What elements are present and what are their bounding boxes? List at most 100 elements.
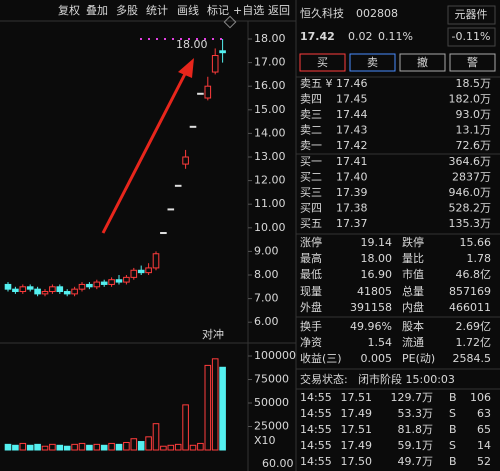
volume-tick-label: 25000: [254, 420, 289, 433]
candle-body: [26, 286, 34, 290]
trade-count: 106: [470, 391, 491, 404]
stat-label: 内盘: [402, 300, 424, 314]
trade-side: B: [449, 455, 457, 468]
volume-bar: [130, 438, 138, 451]
volume-bar: [100, 444, 108, 451]
toolbar-button[interactable]: 标记: [207, 3, 229, 17]
price-tick-label: 18.00: [254, 32, 286, 45]
trade-volume: 49.7万: [398, 455, 434, 468]
stat-label: 涨停: [300, 235, 322, 249]
price-tick-label: 14.00: [254, 126, 286, 139]
trade-button[interactable]: [349, 53, 396, 72]
trade-count: 63: [477, 407, 491, 420]
trade-button-label[interactable]: 卖: [367, 56, 378, 69]
volume-bar: [211, 358, 219, 451]
candle-body: [219, 50, 226, 54]
price-tick-label: 8.00: [254, 268, 279, 281]
volume-bar: [19, 442, 27, 451]
trade-button-label[interactable]: 买: [317, 56, 328, 69]
trade-volume: 81.8万: [398, 423, 434, 436]
stat-value: 1.78: [467, 252, 492, 265]
lower-tick-label: 60.00: [262, 457, 294, 470]
trade-button[interactable]: [399, 53, 446, 72]
stat-label: 外盘: [300, 300, 322, 314]
book-price: 17.39: [336, 186, 368, 199]
stat-value: 1.54: [368, 336, 393, 349]
candle-body: [137, 269, 145, 274]
volume-bar: [12, 444, 19, 451]
stat-value: 15.66: [460, 236, 492, 249]
book-volume: 528.2万: [449, 202, 492, 215]
sector-box[interactable]: [447, 5, 496, 25]
stat-label: PE(动): [402, 352, 435, 365]
stat-label: 换手: [300, 319, 322, 333]
book-label: 卖一: [300, 139, 322, 152]
candle-body: [182, 156, 189, 165]
book-label: 卖三: [300, 108, 322, 121]
trade-side: B: [449, 391, 457, 404]
candle-body: [174, 184, 182, 187]
toolbar-button[interactable]: 叠加: [86, 4, 108, 17]
volume-tick-label: 50000: [254, 396, 289, 409]
volume-bar: [160, 445, 167, 451]
toolbar-button[interactable]: 复权: [58, 3, 80, 17]
book-volume: 182.0万: [449, 93, 492, 106]
trade-button-label[interactable]: 警: [467, 55, 478, 69]
volume-bar: [71, 443, 78, 451]
trade-time: 14:55: [300, 407, 332, 420]
book-volume: 135.3万: [449, 217, 492, 230]
toolbar-button[interactable]: 画线: [177, 3, 199, 17]
volume-bar: [56, 444, 64, 451]
toolbar-button[interactable]: 返回: [268, 4, 290, 17]
sector-change-box: [447, 27, 496, 47]
candle-body: [123, 276, 130, 283]
toolbar-button[interactable]: 统计: [146, 4, 168, 17]
volume-bar: [219, 366, 226, 451]
volume-bar: [4, 443, 12, 451]
sector-name[interactable]: 元器件: [455, 8, 488, 21]
book-volume: 946.0万: [449, 186, 492, 199]
candle-body: [204, 85, 212, 99]
stat-label: 股本: [402, 319, 424, 333]
stock-code: 002808: [356, 7, 398, 20]
arrow-shaft: [101, 71, 188, 234]
stock-name: 恒久科技: [300, 6, 344, 20]
arrow-head: [178, 58, 194, 78]
book-volume: 364.6万: [449, 155, 492, 168]
volume-unit: X10: [254, 434, 276, 447]
volume-bar: [152, 423, 160, 451]
book-label: 卖五 ¥: [300, 77, 333, 90]
volume-bar: [137, 441, 145, 451]
trade-count: 52: [477, 455, 491, 468]
stat-value: 0.005: [361, 352, 393, 365]
trade-volume: 59.1万: [398, 439, 434, 452]
price-tick-label: 16.00: [254, 79, 286, 92]
trade-button-label[interactable]: 撤: [417, 55, 428, 69]
book-price: 17.44: [336, 108, 368, 121]
stat-label: 市值: [402, 267, 424, 281]
toolbar-button[interactable]: 多股: [116, 3, 138, 17]
volume-bar: [26, 444, 34, 451]
book-price: 17.40: [336, 171, 368, 184]
trade-button[interactable]: [299, 53, 346, 72]
book-label: 买三: [300, 186, 322, 199]
candle-body: [145, 267, 152, 274]
stat-value: 16.90: [361, 268, 393, 281]
toolbar-button[interactable]: +自选: [233, 4, 264, 17]
trade-time: 14:55: [300, 391, 332, 404]
chart-tag: 对冲: [202, 327, 224, 341]
stat-label: 总量: [402, 284, 424, 298]
book-volume: 18.5万: [456, 77, 492, 90]
trade-button[interactable]: [449, 53, 496, 72]
price-tick-label: 15.00: [254, 103, 286, 116]
trade-side: S: [449, 407, 456, 420]
stat-label: 最低: [300, 268, 322, 281]
volume-bar: [204, 364, 212, 451]
volume-bar: [197, 442, 204, 451]
volume-bar: [189, 444, 197, 451]
stat-value: 2584.5: [453, 352, 492, 365]
candle-body: [86, 283, 93, 288]
volume-bar: [115, 443, 123, 451]
volume-tick-label: 100000: [254, 349, 296, 362]
